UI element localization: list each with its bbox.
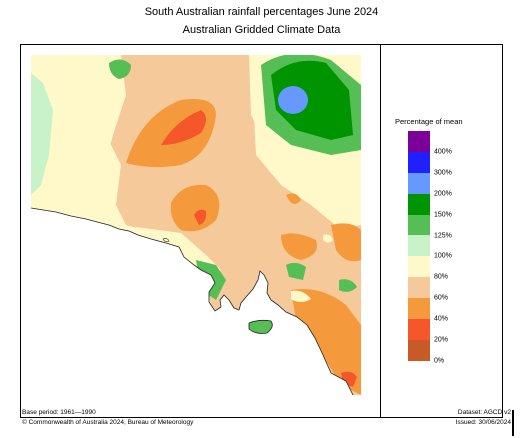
copyright-text: © Commonwealth of Australia 2024, Bureau… bbox=[22, 419, 194, 426]
map-title: South Australian rainfall percentages Ju… bbox=[144, 6, 379, 18]
rain-zone bbox=[291, 290, 311, 302]
map-frame bbox=[20, 44, 503, 418]
rain-zone bbox=[278, 86, 308, 114]
rain-zone bbox=[311, 329, 356, 375]
legend-swatch bbox=[408, 256, 430, 278]
legend-swatch bbox=[408, 193, 430, 215]
map-subtitle: Australian Gridded Climate Data bbox=[182, 24, 341, 36]
legend-tick-label: 100% bbox=[434, 252, 452, 260]
legend-tick-label: 40% bbox=[434, 315, 449, 323]
legend-swatch bbox=[408, 319, 430, 340]
rain-zone bbox=[281, 233, 317, 260]
rain-zone bbox=[286, 262, 306, 280]
legend-tick-label: 0% bbox=[434, 357, 445, 365]
rain-zone bbox=[286, 193, 301, 204]
legend-tick-label: 150% bbox=[434, 211, 452, 219]
legend-tick-label: 125% bbox=[434, 232, 452, 239]
issued-text: Issued: 30/06/2024 bbox=[455, 419, 511, 426]
legend-tick-label: 20% bbox=[434, 336, 449, 344]
legend-swatch bbox=[408, 151, 430, 173]
legend-title: Percentage of mean bbox=[395, 117, 463, 126]
legend-swatch bbox=[408, 235, 430, 257]
dataset-text: Dataset: AGCD v2 bbox=[457, 409, 511, 416]
rain-zone bbox=[194, 209, 207, 225]
rain-zone bbox=[323, 234, 333, 243]
rainfall-map bbox=[31, 55, 361, 395]
rain-zone bbox=[170, 184, 220, 232]
legend-swatch bbox=[408, 339, 430, 361]
legend-tick-label: 200% bbox=[434, 190, 452, 198]
rain-zone bbox=[161, 110, 206, 145]
rain-zone bbox=[271, 60, 353, 140]
legend-swatch bbox=[408, 298, 430, 320]
right-edge-bar bbox=[512, 410, 514, 436]
rain-zone bbox=[31, 55, 126, 205]
rain-zone bbox=[109, 59, 131, 79]
legend-swatch bbox=[408, 214, 430, 236]
legend-tick-label: 80% bbox=[434, 273, 449, 281]
frame-divider bbox=[380, 44, 381, 418]
legend-tick-label: 60% bbox=[434, 294, 449, 302]
rain-zone bbox=[31, 73, 53, 195]
coastline bbox=[31, 207, 354, 395]
rain-zone bbox=[339, 279, 357, 292]
base-period-text: Base period: 1961—1990 bbox=[22, 409, 96, 416]
legend-tick-label: 300% bbox=[434, 169, 452, 177]
legend-swatch bbox=[408, 277, 430, 299]
legend-colorbar bbox=[408, 131, 430, 361]
legend-swatch bbox=[408, 172, 430, 194]
kangaroo-island bbox=[248, 319, 273, 334]
small-island bbox=[162, 238, 170, 242]
rain-zone bbox=[331, 223, 361, 262]
legend-swatch bbox=[408, 131, 430, 152]
legend-tick-label: 400% bbox=[434, 148, 452, 156]
